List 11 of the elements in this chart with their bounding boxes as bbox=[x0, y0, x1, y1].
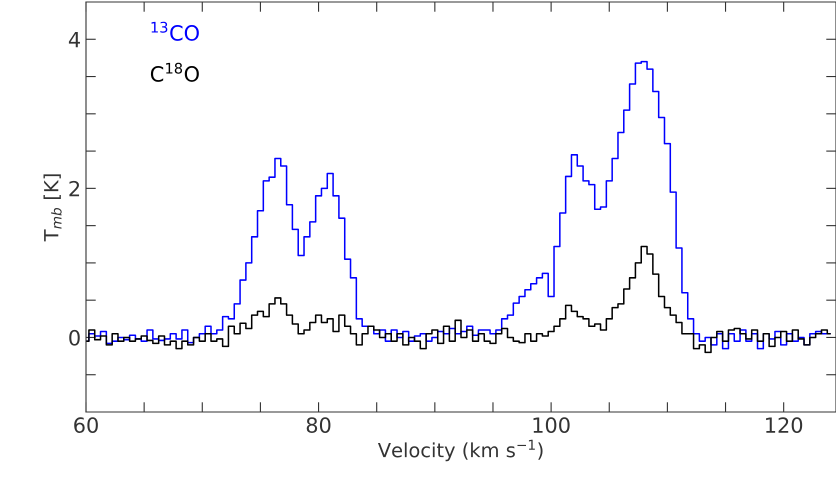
x-tick-label: 100 bbox=[534, 417, 570, 433]
text: $^{13}$CO bbox=[152, 22, 199, 41]
y-tick-label: 4 bbox=[68, 32, 80, 48]
x-tick-label: 80 bbox=[306, 417, 330, 433]
text: C$^{18}$O bbox=[150, 62, 199, 82]
x-tick-label: 120 bbox=[766, 417, 802, 433]
x-axis-title: Velocity (km s$^{−1}$) bbox=[378, 440, 543, 462]
x-tick-label: 60 bbox=[74, 417, 98, 433]
y-tick-label: 0 bbox=[69, 330, 80, 346]
y-tick-label: 2 bbox=[69, 180, 80, 196]
y-axis-title: T$_{mb}$ [K] bbox=[44, 174, 62, 242]
